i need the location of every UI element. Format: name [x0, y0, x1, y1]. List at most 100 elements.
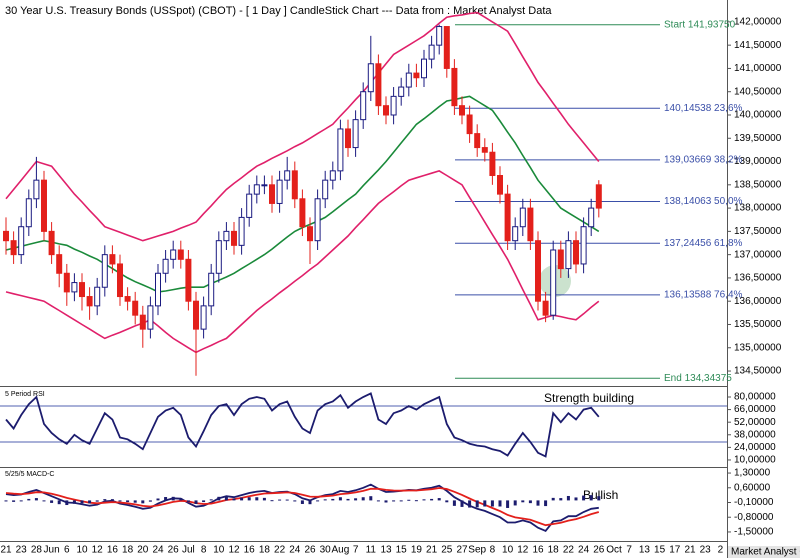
x-tick-label: 8 [490, 545, 496, 556]
candle-body [512, 226, 519, 242]
x-tick-label: 10 [213, 545, 225, 556]
histogram-bar [513, 500, 517, 506]
candle-body [25, 198, 32, 228]
candle-body [352, 119, 359, 149]
candle-body [375, 63, 382, 107]
candle-body [451, 67, 458, 107]
candle-body [557, 249, 564, 270]
y-tick-label: 38,00000 [734, 429, 776, 440]
candle-body [314, 198, 321, 242]
band-line [5, 170, 600, 354]
candle-body [132, 300, 139, 316]
candle-body [322, 179, 329, 200]
histogram-bar [164, 497, 168, 501]
candle-body [535, 240, 541, 302]
candle-body [269, 184, 275, 204]
x-tick-label: 21 [684, 545, 696, 556]
x-tick-label: 6 [64, 545, 70, 556]
candle-body [527, 207, 534, 242]
histogram-bar [65, 500, 69, 506]
histogram-bar [72, 500, 76, 504]
candle-body [71, 282, 78, 293]
histogram-bar [42, 500, 46, 502]
y-tick-label: 140,00000 [734, 110, 782, 121]
candle-body [215, 240, 222, 274]
candle-body [48, 230, 55, 256]
candle-body [253, 184, 260, 195]
x-tick-label: Jul [182, 545, 195, 556]
x-tick-label: 20 [137, 545, 149, 556]
histogram-bar [232, 498, 236, 501]
level-label: Start 141,93750 [664, 19, 736, 30]
candle-body [162, 258, 169, 274]
candle-body [200, 305, 207, 330]
histogram-bar [50, 500, 54, 503]
candle-body [345, 128, 351, 149]
histogram-bar [57, 500, 61, 505]
histogram-bar [384, 500, 388, 503]
candle-body [231, 230, 237, 246]
histogram-bar [407, 499, 411, 501]
x-tick-label: 23 [700, 545, 712, 556]
x-tick-label: 10 [502, 545, 514, 556]
histogram-bar [103, 499, 107, 501]
histogram-bar [240, 497, 244, 501]
x-tick-label: 18 [548, 545, 560, 556]
x-tick-label: Aug [332, 545, 350, 556]
candle-body [94, 286, 101, 307]
histogram-bar [88, 500, 92, 504]
histogram-bar [460, 500, 464, 507]
x-tick-label: 24 [289, 545, 301, 556]
level-label: 139,03669 38,2% [664, 154, 743, 165]
histogram-bar [498, 500, 502, 507]
histogram-bar [300, 500, 304, 504]
y-tick-label: 66,00000 [734, 404, 776, 415]
x-tick-label: Jun [44, 545, 60, 556]
candle-body [56, 254, 63, 274]
histogram-bar [597, 496, 601, 501]
y-tick-label: 137,50000 [734, 226, 782, 237]
y-tick-label: -0,10000 [734, 497, 774, 508]
y-tick-label: 141,50000 [734, 40, 782, 51]
annotation: Strength building [544, 391, 634, 405]
histogram-bar [331, 498, 335, 501]
histogram-bar [437, 498, 441, 501]
candle-body [101, 254, 108, 288]
candle-body [170, 249, 177, 260]
x-tick-label: 24 [152, 545, 164, 556]
x-tick-label: 26 [304, 545, 316, 556]
x-tick-label: 10 [76, 545, 88, 556]
histogram-bar [34, 498, 38, 501]
y-tick-label: 24,00000 [734, 442, 776, 453]
histogram-bar [285, 499, 289, 501]
histogram-bar [217, 496, 221, 501]
candle-body [307, 226, 313, 242]
candle-body [481, 147, 488, 153]
histogram-bar [483, 500, 487, 507]
histogram-bar [369, 496, 373, 501]
candle-body [565, 240, 572, 270]
histogram-bar [148, 500, 152, 502]
histogram-bar [27, 498, 31, 501]
histogram-bar [445, 500, 449, 503]
candle-body [337, 128, 344, 172]
candle-body [246, 193, 253, 218]
x-tick-label: 27 [456, 545, 468, 556]
y-tick-label: 136,50000 [734, 273, 782, 284]
x-tick-label: 26 [593, 545, 605, 556]
y-tick-label: 138,50000 [734, 179, 782, 190]
candle-body [428, 44, 435, 60]
histogram-bar [346, 498, 350, 501]
footer-box [728, 546, 800, 558]
candle-body [185, 258, 192, 302]
candle-body [474, 133, 481, 149]
candle-body [588, 207, 595, 228]
histogram-bar [247, 497, 251, 501]
candle-body [124, 296, 131, 302]
y-tick-label: 1,30000 [734, 468, 771, 479]
y-tick-label: 135,50000 [734, 319, 782, 330]
candle-body [155, 272, 161, 307]
band-line [5, 11, 600, 242]
y-tick-label: -0,80000 [734, 512, 774, 523]
